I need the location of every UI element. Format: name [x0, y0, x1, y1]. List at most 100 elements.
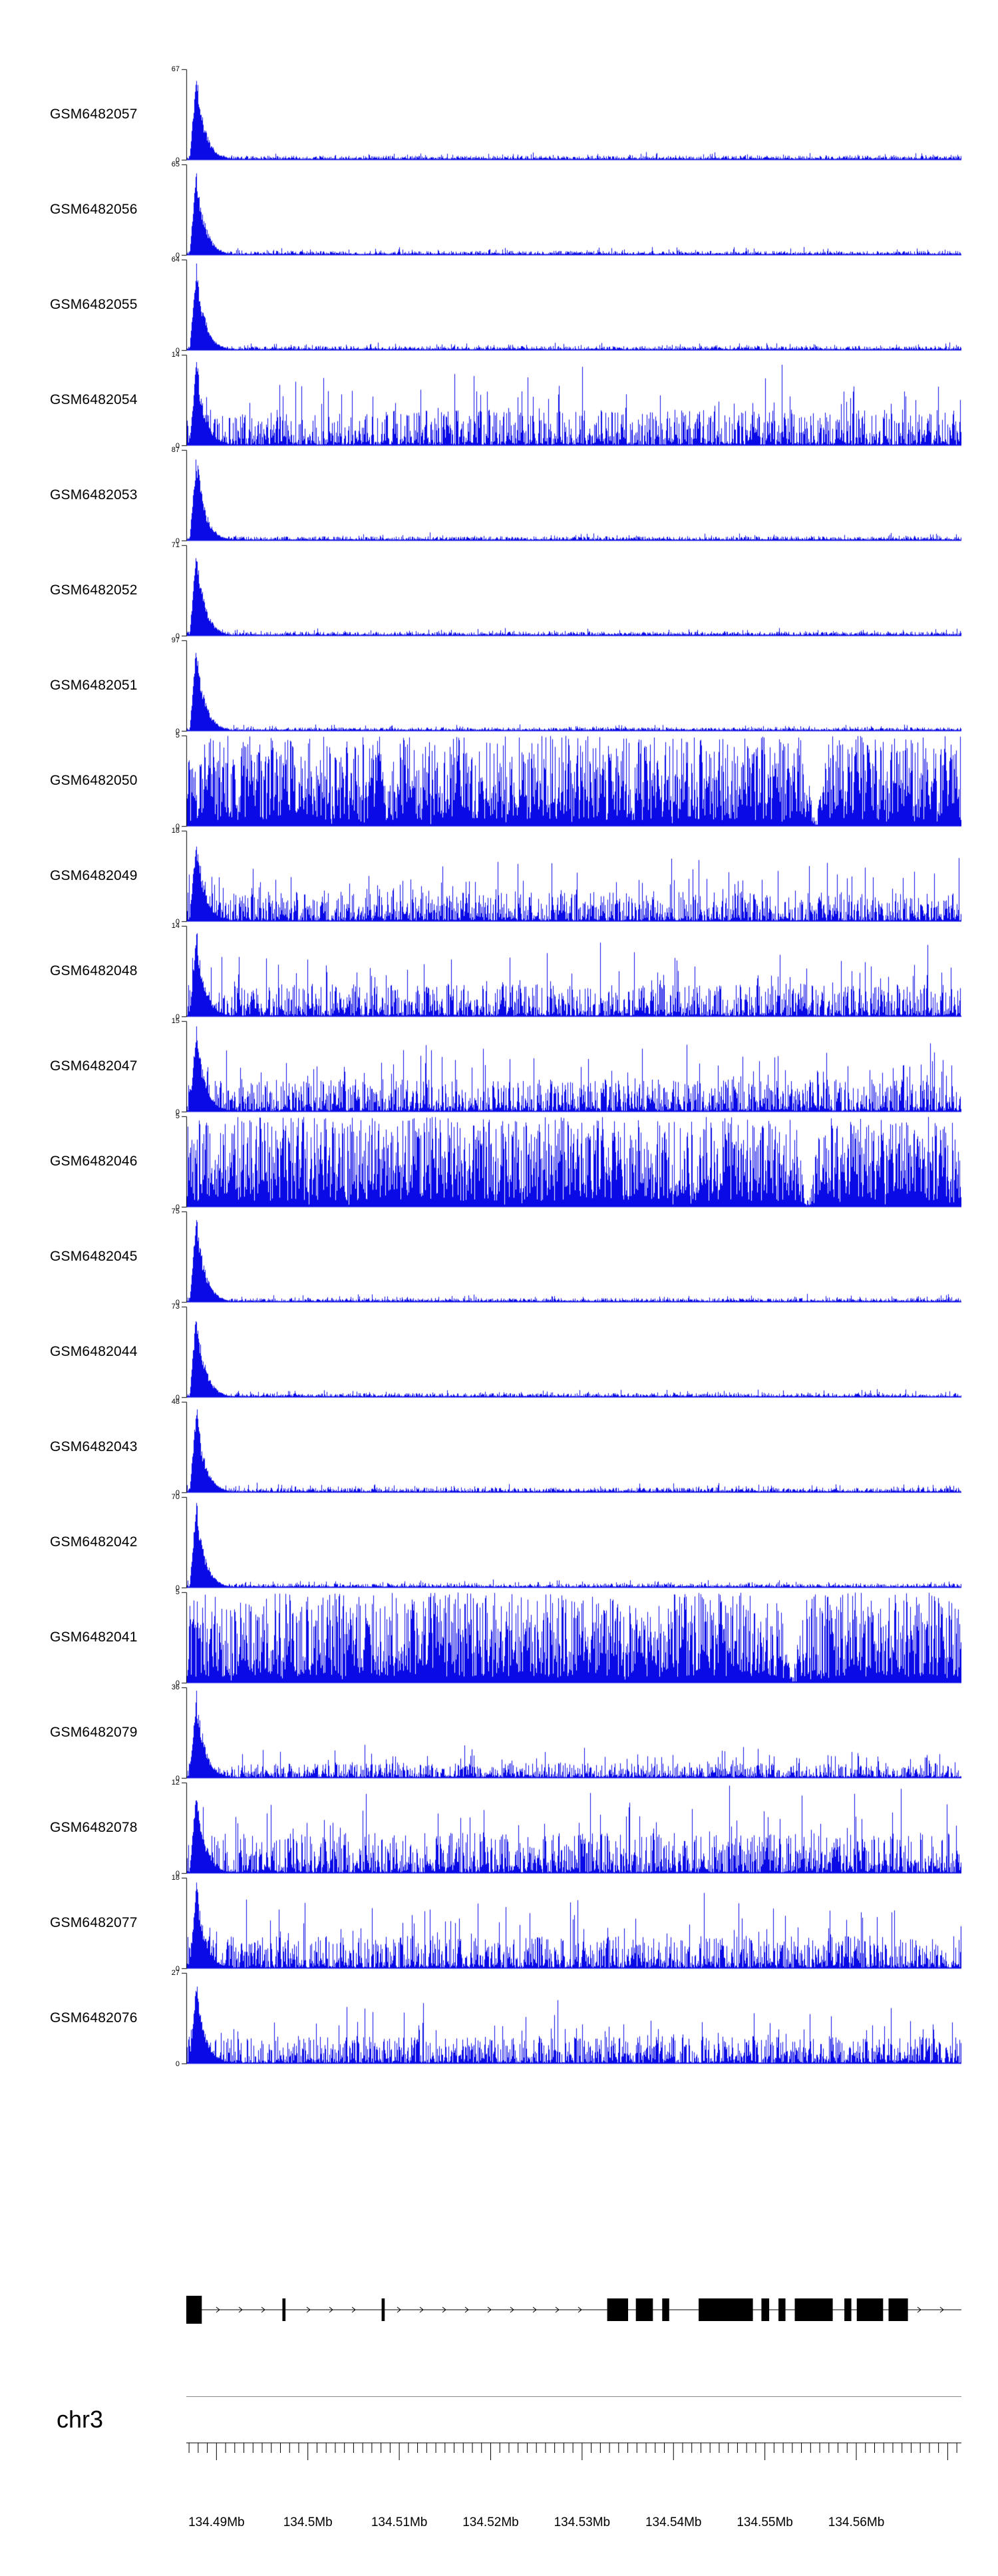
- coverage-track-row: GSM6482042 70 0: [0, 1494, 998, 1592]
- exon-box: [607, 2298, 629, 2321]
- strand-arrow-icon: [419, 2306, 424, 2313]
- track-name-label: GSM6482054: [50, 391, 138, 407]
- track-name-label: GSM6482045: [50, 1248, 138, 1264]
- strand-arrow-icon: [216, 2306, 220, 2313]
- ruler-tick-label: 134.52Mb: [462, 2515, 519, 2529]
- coverage-signal-canvas: [173, 638, 961, 733]
- strand-arrow-icon: [464, 2306, 469, 2313]
- coverage-track-row: GSM6482054 14 0: [0, 351, 998, 450]
- coverage-signal-canvas: [173, 352, 961, 447]
- ruler-tick-label: 134.54Mb: [645, 2515, 702, 2529]
- ruler-tick-label: 134.49Mb: [188, 2515, 245, 2529]
- exon-box: [856, 2298, 884, 2321]
- strand-arrow-icon: [329, 2306, 333, 2313]
- track-name-label: GSM6482048: [50, 963, 138, 978]
- coverage-track-row: GSM6482052 71 0: [0, 542, 998, 640]
- ruler-tick-label: 134.51Mb: [371, 2515, 428, 2529]
- coverage-signal-canvas: [173, 67, 961, 162]
- track-name-label: GSM6482057: [50, 106, 138, 122]
- strand-arrow-icon: [397, 2306, 401, 2313]
- coverage-track-row: GSM6482055 64 0: [0, 256, 998, 355]
- strand-arrow-icon: [532, 2306, 537, 2313]
- ruler-tick-label: 134.5Mb: [283, 2515, 333, 2529]
- exon-box: [794, 2298, 833, 2321]
- track-name-label: GSM6482042: [50, 1534, 138, 1550]
- strand-arrow-icon: [555, 2306, 560, 2313]
- exon-box: [635, 2298, 653, 2321]
- strand-arrow-icon: [351, 2306, 356, 2313]
- exon-box: [282, 2298, 286, 2321]
- ruler-tick-label: 134.56Mb: [828, 2515, 885, 2529]
- strand-arrow-icon: [510, 2306, 514, 2313]
- coverage-signal-canvas: [173, 828, 961, 923]
- exon-box: [888, 2298, 908, 2321]
- track-name-label: GSM6482078: [50, 1819, 138, 1835]
- chromosome-label: chr3: [57, 2406, 104, 2433]
- coverage-signal-canvas: [173, 1209, 961, 1304]
- track-name-label: GSM6482044: [50, 1343, 138, 1359]
- coverage-track-row: GSM6482078 12 0: [0, 1779, 998, 1878]
- track-name-label: GSM6482047: [50, 1058, 138, 1074]
- track-name-label: GSM6482077: [50, 1914, 138, 1930]
- coverage-track-row: GSM6482046 5 0: [0, 1113, 998, 1211]
- coverage-track-row: GSM6482049 18 0: [0, 827, 998, 926]
- coverage-signal-canvas: [173, 1114, 961, 1209]
- coverage-track-row: GSM6482044 73 0: [0, 1303, 998, 1402]
- exon-box: [761, 2298, 770, 2321]
- strand-arrow-icon: [487, 2306, 492, 2313]
- coverage-track-row: GSM6482047 15 0: [0, 1018, 998, 1116]
- track-name-label: GSM6482050: [50, 772, 138, 788]
- coverage-signal-canvas: [173, 923, 961, 1018]
- strand-arrow-icon: [917, 2306, 921, 2313]
- strand-arrow-icon: [442, 2306, 446, 2313]
- ruler-tick-label: 134.53Mb: [554, 2515, 611, 2529]
- exon-box: [778, 2298, 786, 2321]
- tracks-container: GSM6482057 67 0 GSM6482056 65 0 GSM64820…: [0, 66, 998, 2068]
- coverage-track-row: GSM6482051 97 0: [0, 637, 998, 736]
- coverage-signal-canvas: [173, 733, 961, 828]
- track-name-label: GSM6482052: [50, 582, 138, 598]
- strand-arrow-icon: [578, 2306, 582, 2313]
- track-name-label: GSM6482041: [50, 1629, 138, 1645]
- track-name-label: GSM6482056: [50, 201, 138, 217]
- coverage-signal-canvas: [173, 1970, 961, 2065]
- track-name-label: GSM6482043: [50, 1438, 138, 1454]
- coverage-signal-canvas: [173, 1304, 961, 1399]
- exon-box: [186, 2296, 202, 2324]
- track-name-label: GSM6482076: [50, 2010, 138, 2026]
- coverage-track-row: GSM6482050 5 0: [0, 732, 998, 831]
- coverage-signal-canvas: [173, 257, 961, 352]
- coverage-signal-canvas: [173, 447, 961, 542]
- coverage-track-row: GSM6482077 18 0: [0, 1874, 998, 1973]
- coverage-track-row: GSM6482048 14 0: [0, 923, 998, 1021]
- strand-arrow-icon: [261, 2306, 265, 2313]
- track-name-label: GSM6482055: [50, 296, 138, 312]
- coverage-signal-canvas: [173, 1494, 961, 1590]
- coverage-signal-canvas: [173, 1685, 961, 1780]
- coverage-signal-canvas: [173, 1018, 961, 1114]
- exon-box: [381, 2298, 385, 2321]
- coverage-track-row: GSM6482057 67 0: [0, 66, 998, 164]
- exon-box: [662, 2298, 669, 2321]
- track-name-label: GSM6482053: [50, 487, 138, 503]
- exon-box: [699, 2298, 753, 2321]
- coverage-signal-canvas: [173, 1590, 961, 1685]
- coverage-track-row: GSM6482076 27 0: [0, 1970, 998, 2068]
- strand-arrow-icon: [306, 2306, 311, 2313]
- coverage-track-row: GSM6482053 87 0: [0, 447, 998, 545]
- track-name-label: GSM6482051: [50, 677, 138, 693]
- exon-box: [844, 2298, 852, 2321]
- coverage-track-row: GSM6482043 48 0: [0, 1398, 998, 1497]
- coverage-signal-canvas: [173, 1780, 961, 1875]
- coverage-signal-canvas: [173, 1875, 961, 1970]
- coverage-track-row: GSM6482056 65 0: [0, 161, 998, 260]
- track-name-label: GSM6482079: [50, 1724, 138, 1740]
- strand-arrow-icon: [939, 2306, 944, 2313]
- gene-model-track: [186, 2296, 961, 2324]
- coverage-track-row: GSM6482079 36 0: [0, 1684, 998, 1783]
- coverage-signal-canvas: [173, 542, 961, 638]
- track-name-label: GSM6482049: [50, 867, 138, 883]
- axis-separator-line: [186, 2396, 961, 2397]
- strand-arrow-icon: [238, 2306, 243, 2313]
